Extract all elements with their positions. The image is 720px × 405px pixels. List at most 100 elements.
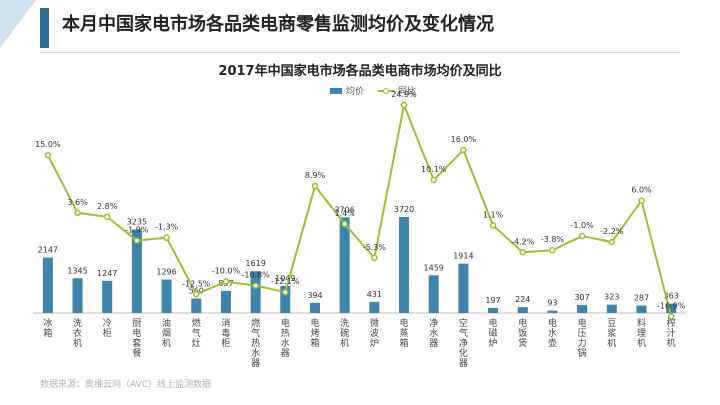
category-label-4-char-1: 烟 [162,327,171,339]
yoy-label-10: 1.4% [334,209,355,218]
yoy-label-2: 2.8% [97,202,118,211]
bar-13 [428,275,439,313]
category-label-8-char-3: 器 [281,348,290,359]
category-label-14-char-1: 气 [459,327,468,339]
category-label-20-char-1: 理 [637,328,646,339]
yoy-label-18: -1.0% [571,221,595,230]
category-label-19-char-2: 机 [607,337,616,349]
category-label-13-char-1: 水 [429,327,438,339]
category-label-14-char-4: 器 [459,358,468,369]
legend-line-label: 同比 [398,87,417,97]
category-label-4-char-0: 油 [162,317,171,329]
yoy-point-1 [74,209,81,217]
category-label-15-char-1: 磁 [489,327,498,339]
category-label-9-char-0: 电 [310,317,319,329]
category-label-11-char-0: 微 [370,317,379,329]
bar-value-label-9: 394 [307,291,322,300]
bar-value-label-0: 2147 [38,246,58,255]
category-label-21-char-2: 机 [667,337,676,349]
bar-0 [42,257,53,313]
category-label-8-char-2: 水 [281,337,290,349]
yoy-point-4 [163,234,170,241]
category-label-14-char-2: 净 [459,337,468,349]
category-label-18-char-3: 锅 [578,348,587,359]
yoy-label-13: 10.1% [421,165,447,174]
bar-16 [517,307,528,313]
bar-11 [369,301,380,313]
bar-value-label-17: 93 [547,299,557,308]
yoy-point-20 [638,197,645,204]
page-title: 本月中国家电市场各品类电商零售监测均价及变化情况 [62,14,494,35]
slide-header: 本月中国家电市场各品类电商零售监测均价及变化情况 [0,0,720,58]
category-label-21-char-1: 汁 [667,327,676,339]
category-label-21-char-0: 榨 [667,317,676,329]
yoy-label-4: -1.3% [155,223,179,232]
category-label-18-char-2: 力 [578,337,587,349]
category-label-18-char-1: 压 [578,328,587,339]
yoy-line [46,101,673,317]
category-label-3-char-1: 电 [132,327,141,339]
yoy-point-5 [193,291,200,298]
bar-19 [606,304,617,313]
category-label-13-char-0: 净 [429,317,438,329]
yoy-label-3: -1.9% [125,226,149,235]
yoy-point-9 [311,182,319,190]
category-label-12-char-1: 蒸 [400,327,409,339]
category-label-20-char-2: 机 [637,337,646,349]
category-label-19-char-1: 浆 [607,327,616,339]
yoy-point-11 [371,254,378,262]
yoy-label-6: -10.0% [212,267,241,276]
yoy-label-7: -10.8% [241,271,270,280]
yoy-label-8: -12.1% [271,277,300,286]
yoy-label-5: -12.5% [182,279,211,288]
category-label-18-char-0: 电 [578,317,587,329]
bar-value-label-7: 1619 [245,259,265,268]
bar-9 [309,302,320,313]
bar-20 [636,305,647,313]
category-label-11-char-1: 波 [370,327,379,339]
yoy-point-19 [608,238,616,246]
category-label-16-char-0: 电 [518,317,527,329]
bar-value-label-18: 307 [574,293,589,302]
category-label-6-char-1: 毒 [221,327,230,339]
bar-4 [161,279,172,313]
chart-title: 2017年中国家电市场各品类电商市场均价及同比 [218,64,502,79]
yoy-point-2 [103,213,111,221]
yoy-point-21 [667,313,675,320]
category-label-2-char-0: 冷 [103,317,112,329]
bar-value-label-15: 197 [485,296,500,305]
category-label-16-char-1: 饭 [518,327,527,339]
yoy-label-12: 24.9% [391,90,417,99]
yoy-point-10 [341,220,348,228]
category-label-0-char-1: 箱 [43,327,52,339]
category-label-3-char-3: 餐 [132,347,141,359]
category-label-12-char-2: 箱 [400,337,409,349]
category-label-8-char-1: 热 [281,327,290,339]
yoy-point-15 [489,222,497,229]
yoy-point-14 [460,146,467,154]
category-label-6-char-2: 柜 [221,337,230,349]
bar-12 [399,217,410,313]
yoy-label-11: -5.3% [363,243,387,252]
category-label-10-char-0: 洗 [340,317,349,329]
category-label-15-char-2: 炉 [489,337,498,349]
bar-value-label-14: 1914 [453,252,473,261]
bar-21 [666,303,677,313]
bar-14 [458,263,469,313]
bar-2 [102,280,113,313]
yoy-point-0 [44,151,52,159]
category-label-1-char-2: 机 [73,337,82,349]
yoy-label-16: -4.2% [511,237,535,246]
yoy-label-14: 16.0% [451,135,477,144]
bar-value-label-20: 287 [634,294,649,303]
category-label-5-char-2: 灶 [192,337,201,349]
yoy-point-16 [519,249,526,256]
category-label-16-char-2: 煲 [518,337,527,349]
bar-value-label-16: 224 [515,295,530,304]
bar-value-label-11: 431 [367,290,382,299]
category-label-4-char-2: 机 [162,337,171,349]
category-label-14-char-0: 空 [459,317,468,329]
bar-value-label-19: 323 [604,293,619,302]
category-label-1-char-1: 衣 [73,327,82,339]
legend-line-swatch [378,87,395,95]
